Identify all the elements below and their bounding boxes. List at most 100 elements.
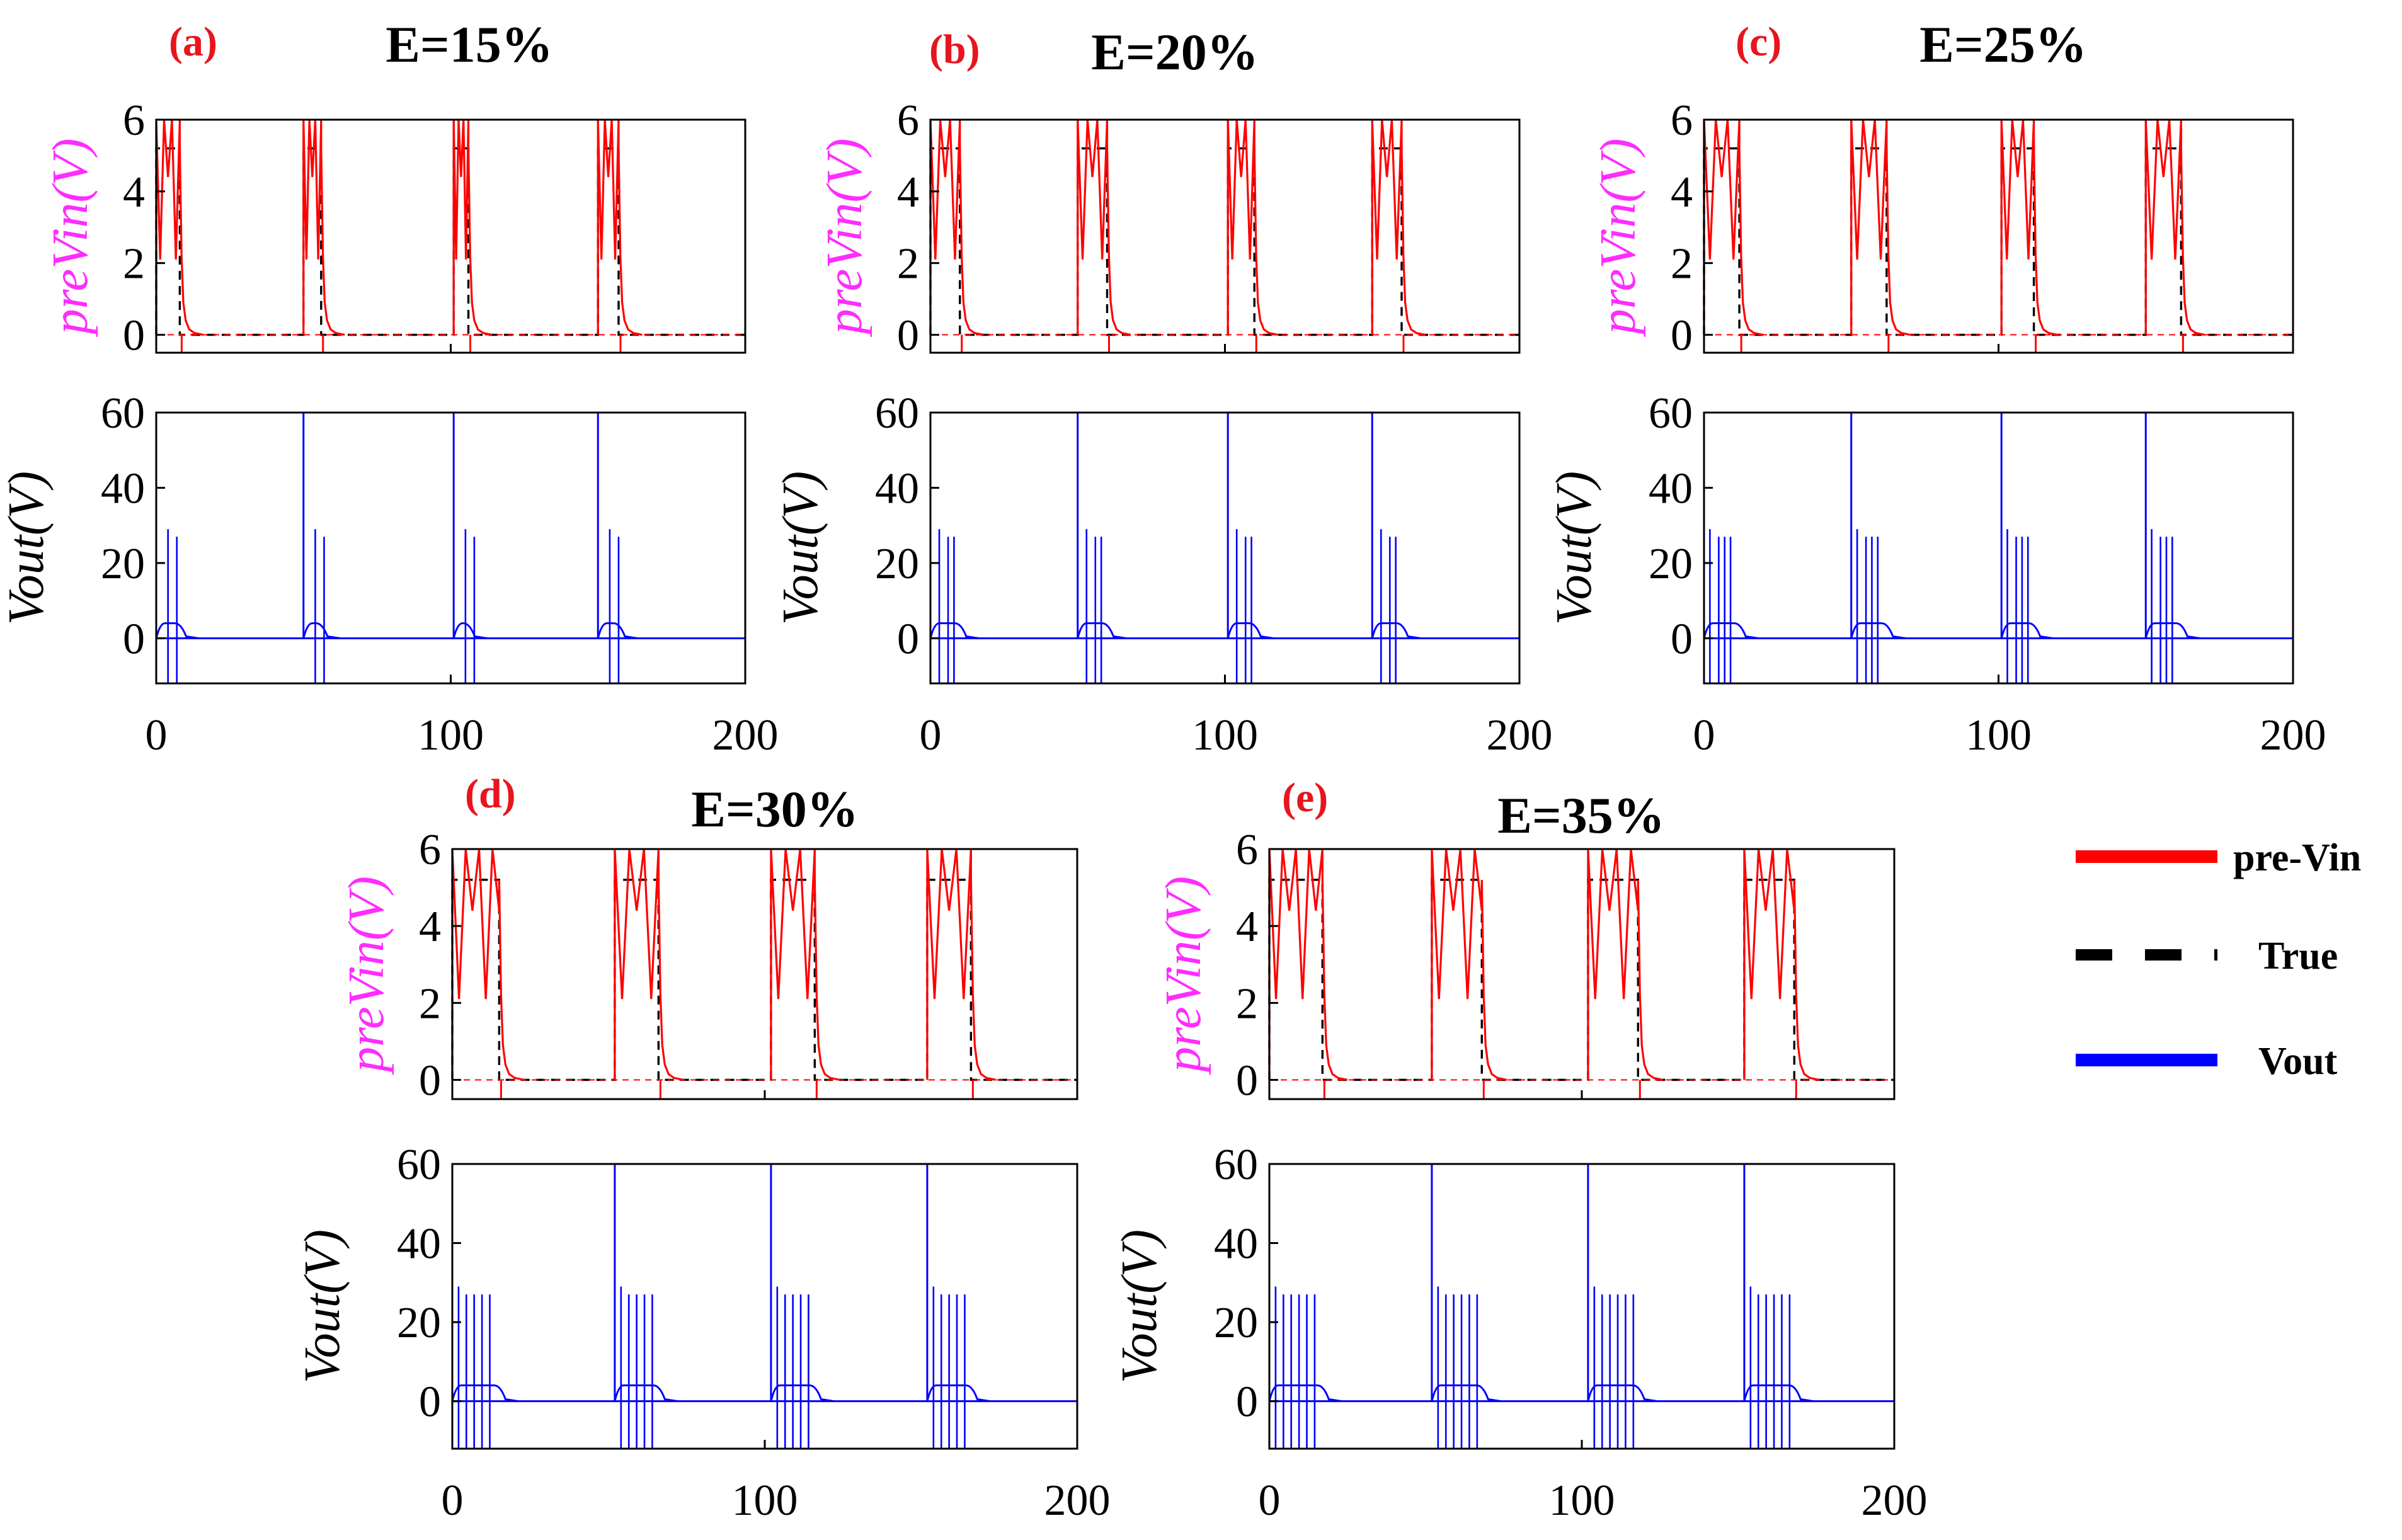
vout-pulse-3 [1743, 1384, 1814, 1403]
bottom-axes-box [155, 411, 746, 685]
vout-pulse-3 [926, 1384, 990, 1403]
x-tick-label: 100 [1965, 711, 2032, 760]
top-axes-box [929, 118, 1521, 354]
y-tick-label: 2 [897, 240, 919, 288]
y-tick-label: 4 [1236, 903, 1258, 951]
x-tick-label: 200 [1044, 1476, 1111, 1525]
y-tick-label: 0 [1671, 312, 1693, 360]
bottom-axes-box [1703, 411, 2294, 685]
panel-4: (e) E=35% 0 2 4 6 preVin(V) 0 20 40 60 0 100 200 Vout(… [1112, 775, 1928, 1525]
x-tick-label: 0 [920, 711, 942, 760]
vout-pulse-2 [770, 1384, 834, 1403]
panel-1: (b) E=20% 0 2 4 6 preVin(V) 0 20 40 60 0 100 200 Vout(… [773, 23, 1553, 760]
true-signal-line [929, 147, 1519, 336]
pre-vin-pulse-0 [1703, 119, 1763, 336]
y-tick-label: 40 [1649, 464, 1693, 513]
bottom-y-axis-label: Vout(V) [1547, 471, 1602, 625]
true-signal-line [155, 147, 745, 336]
y-tick-label: 60 [397, 1141, 441, 1189]
top-subplot: 0 2 4 6 preVin(V) [339, 826, 1078, 1105]
y-tick-label: 20 [1214, 1299, 1258, 1347]
pre-vin-pulse-1 [1077, 119, 1131, 336]
y-tick-label: 2 [419, 979, 441, 1028]
bottom-axes-box [451, 1163, 1078, 1450]
y-tick-label: 0 [419, 1378, 441, 1427]
vout-pulse-1 [302, 622, 341, 639]
panel-letter: (e) [1282, 775, 1328, 821]
panel-title: E=25% [1919, 16, 2086, 73]
y-tick-label: 40 [1214, 1220, 1258, 1269]
pre-vin-pulse-0 [929, 119, 984, 336]
x-tick-label: 0 [1259, 1476, 1281, 1525]
bottom-subplot: 0 20 40 60 0 100 200 Vout(V) [1547, 389, 2326, 760]
y-tick-label: 0 [1671, 615, 1693, 663]
y-tick-label: 0 [123, 615, 145, 663]
pre-vin-pulse-3 [1743, 848, 1820, 1081]
pre-vin-pulse-3 [926, 848, 997, 1081]
pre-vin-pulse-1 [1431, 848, 1507, 1081]
pre-vin-pulse-2 [2000, 119, 2058, 336]
panel-title: E=15% [386, 16, 552, 73]
x-tick-label: 100 [1549, 1476, 1615, 1525]
bottom-y-axis-label: Vout(V) [0, 471, 54, 625]
top-y-axis-label: preVin(V) [43, 139, 98, 338]
panel-letter: (c) [1736, 19, 1781, 65]
pre-vin-pulse-1 [302, 119, 345, 336]
pre-vin-pulse-0 [1268, 848, 1348, 1081]
vout-pulse-1 [614, 1384, 678, 1403]
panel-letter: (d) [465, 771, 516, 817]
y-tick-label: 40 [875, 464, 919, 513]
pre-vin-pulse-1 [1850, 119, 1911, 336]
y-tick-label: 0 [419, 1056, 441, 1105]
bottom-y-axis-label: Vout(V) [1112, 1229, 1167, 1383]
y-tick-label: 0 [897, 615, 919, 663]
vout-pulse-1 [1431, 1384, 1501, 1403]
y-tick-label: 2 [1236, 979, 1258, 1028]
top-y-axis-label: preVin(V) [1591, 139, 1646, 338]
y-tick-label: 4 [123, 168, 145, 217]
y-tick-label: 0 [897, 312, 919, 360]
y-tick-label: 0 [123, 312, 145, 360]
x-tick-label: 100 [1192, 711, 1258, 760]
y-tick-label: 4 [419, 903, 441, 951]
y-tick-label: 0 [1236, 1378, 1258, 1427]
true-signal-line [1268, 879, 1894, 1081]
y-tick-label: 20 [101, 540, 145, 588]
x-tick-label: 0 [1693, 711, 1715, 760]
top-axes-box [155, 118, 746, 354]
top-subplot: 0 2 4 6 preVin(V) [1156, 826, 1896, 1105]
vout-pulse-3 [2144, 622, 2200, 639]
panel-letter: (b) [929, 26, 980, 72]
vout-pulse-0 [929, 622, 979, 639]
y-tick-label: 6 [123, 96, 145, 145]
vout-pulse-1 [1077, 622, 1126, 639]
y-tick-label: 2 [1671, 240, 1693, 288]
bottom-axes-box [1268, 1163, 1896, 1450]
legend: pre-Vin True Vout [2076, 836, 2361, 1083]
top-y-axis-label: preVin(V) [817, 139, 872, 338]
legend-label-1: True [2258, 935, 2338, 978]
x-tick-label: 100 [732, 1476, 798, 1525]
y-tick-label: 6 [1671, 96, 1693, 145]
y-tick-label: 4 [897, 168, 919, 217]
vout-pulse-2 [452, 622, 488, 639]
bottom-y-axis-label: Vout(V) [773, 471, 828, 625]
bottom-subplot: 0 20 40 60 0 100 200 Vout(V) [773, 389, 1553, 760]
x-tick-label: 200 [1862, 1476, 1928, 1525]
top-y-axis-label: preVin(V) [339, 876, 394, 1075]
y-tick-label: 20 [875, 540, 919, 588]
panel-3: (d) E=30% 0 2 4 6 preVin(V) 0 20 40 60 0 100 200 Vout(… [295, 771, 1111, 1525]
pre-vin-pulse-0 [451, 848, 525, 1081]
panel-0: (a) E=15% 0 2 4 6 preVin(V) 0 20 40 60 0 100 200 Vout(… [0, 16, 779, 760]
y-tick-label: 2 [123, 240, 145, 288]
panel-title: E=30% [691, 780, 858, 838]
bottom-subplot: 0 20 40 60 0 100 200 Vout(V) [1112, 1141, 1928, 1525]
vout-pulse-0 [1268, 1384, 1342, 1403]
vout-pulse-2 [1227, 622, 1274, 639]
pre-vin-pulse-2 [1227, 119, 1278, 336]
top-y-axis-label: preVin(V) [1156, 876, 1211, 1075]
top-subplot: 0 2 4 6 preVin(V) [43, 96, 746, 360]
vout-pulse-0 [155, 622, 199, 639]
vout-pulse-2 [1587, 1384, 1657, 1403]
y-tick-label: 0 [1236, 1056, 1258, 1105]
